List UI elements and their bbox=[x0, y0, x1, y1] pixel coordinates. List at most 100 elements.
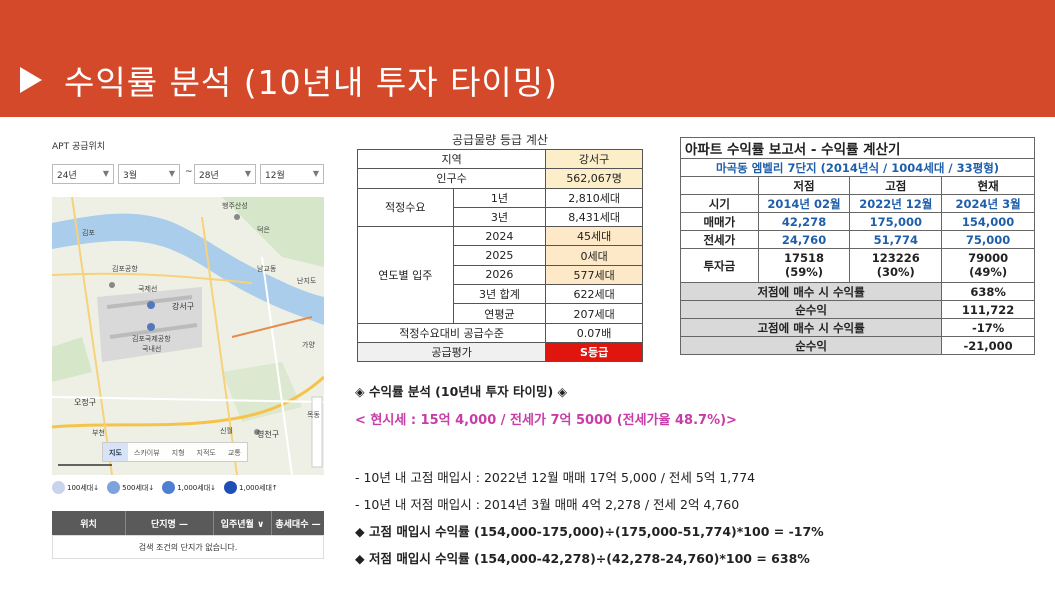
table-cell: 638% bbox=[941, 282, 1035, 301]
table-row: 적정수요대비 공급수준 0.07배 bbox=[356, 322, 643, 343]
legend-label: 1,000세대↑ bbox=[239, 483, 278, 492]
map-label: 덕은 bbox=[257, 225, 270, 234]
end-year-value: 28년 bbox=[199, 171, 219, 181]
report-subtitle: 마곡동 엠벨리 7단지 (2014년식 / 1004세대 / 33평형) bbox=[680, 158, 1035, 177]
legend-item: 1,000세대↓ bbox=[162, 481, 216, 494]
caret-down-icon: ▼ bbox=[312, 169, 319, 178]
table-cell: 순수익 bbox=[679, 300, 943, 319]
legend-label: 100세대↓ bbox=[67, 483, 100, 492]
search-marker-icon bbox=[224, 481, 238, 494]
table-cell: 0세대 bbox=[545, 245, 643, 266]
tab-skyview[interactable]: 스카이뷰 bbox=[133, 449, 160, 457]
map-label: 국내선 bbox=[142, 344, 161, 353]
table-cell: 전세가 bbox=[680, 230, 759, 249]
table-cell: 적정수요대비 공급수준 bbox=[356, 322, 547, 343]
start-month-select[interactable]: 3월 ▼ bbox=[118, 164, 180, 184]
map-view[interactable]: 행주산성 김포 김포공항 국제선 강서구 김포국제공항 국내선 오정구 부천 남… bbox=[52, 197, 324, 475]
map-label: 강서구 bbox=[172, 301, 194, 311]
investment-pct: (30%) bbox=[876, 264, 915, 279]
table-row: 고점에 매수 시 수익률 -17% bbox=[679, 318, 1035, 337]
legend-item: 500세대↓ bbox=[107, 481, 154, 494]
low-point-line: - 10년 내 저점 매입시 : 2014년 3월 매매 4억 2,278 / … bbox=[355, 497, 740, 512]
tab-terrain[interactable]: 지형 bbox=[171, 449, 185, 457]
supply-table-caption: 공급물량 등급 계산 bbox=[452, 133, 548, 147]
map-label: 가양 bbox=[302, 340, 315, 349]
table-row: 마곡동 엠벨리 7단지 (2014년식 / 1004세대 / 33평형) bbox=[680, 158, 1035, 177]
table-cell: 2024 bbox=[452, 226, 547, 247]
table-cell: 123226 (30%) bbox=[849, 248, 943, 283]
report-title: 아파트 수익률 보고서 - 수익률 계산기 bbox=[680, 137, 1035, 159]
slide-title: 수익률 분석 (10년내 투자 타이밍) bbox=[64, 63, 559, 102]
tab-map[interactable]: 지도 bbox=[103, 443, 128, 461]
high-point-line: - 10년 내 고점 매입시 : 2022년 12월 매매 17억 5,000 … bbox=[355, 470, 756, 485]
table-row: 인구수 562,067명 bbox=[356, 168, 643, 189]
end-month-select[interactable]: 12월 ▼ bbox=[260, 164, 324, 184]
table-cell: 2025 bbox=[452, 245, 547, 266]
table-cell: 577세대 bbox=[545, 264, 643, 286]
table-row: 공급평가 S등급 bbox=[356, 341, 643, 363]
map-label: 남교동 bbox=[257, 264, 277, 273]
table-cell: 79000 (49%) bbox=[941, 248, 1035, 283]
table-cell: 17518 (59%) bbox=[757, 248, 851, 283]
table-row: 매매가 42,278 175,000 154,000 bbox=[680, 212, 1035, 231]
table-cell: 적정수요 bbox=[357, 187, 454, 228]
supply-grade-table: 지역 강서구 인구수 562,067명 적정수요 1년 2,810세대 3년 8,431세… bbox=[356, 148, 643, 363]
table-cell bbox=[680, 176, 759, 195]
table-cell: 인구수 bbox=[356, 168, 547, 189]
table-cell: 8,431세대 bbox=[545, 206, 643, 228]
table-cell: 154,000 bbox=[941, 212, 1035, 231]
map-label: 부천 bbox=[92, 428, 105, 437]
investment-value: 123226 bbox=[871, 251, 920, 266]
map-label: 국제선 bbox=[138, 284, 157, 293]
table-row: 2025 0세대 bbox=[358, 245, 643, 266]
col-move-in[interactable]: 입주년월 ∨ bbox=[214, 511, 272, 535]
table-cell: 45세대 bbox=[545, 226, 643, 247]
table-cell: 시기 bbox=[680, 194, 759, 213]
table-cell: 562,067명 bbox=[545, 168, 643, 189]
end-year-select[interactable]: 28년 ▼ bbox=[194, 164, 256, 184]
current-price-line: < 현시세 : 15억 4,000 / 전세가 7억 5000 (전세가율 48… bbox=[355, 413, 737, 428]
caret-down-icon: ▼ bbox=[244, 169, 251, 178]
low-yield-formula: ◆ 저점 매입시 수익률 (154,000-42,278)÷(42,278-24… bbox=[355, 551, 810, 566]
start-month-value: 3월 bbox=[123, 171, 138, 181]
table-cell: -21,000 bbox=[941, 336, 1035, 355]
map-label: 김포 bbox=[82, 229, 95, 237]
map-legend: 100세대↓ 500세대↓ 1,000세대↓ 1,000세대↑ bbox=[52, 481, 278, 494]
table-cell: 지역 bbox=[356, 148, 547, 170]
table-cell: 24,760 bbox=[757, 230, 851, 249]
table-cell: 0.07배 bbox=[545, 322, 643, 343]
map-label: 난지도 bbox=[297, 276, 317, 285]
col-households[interactable]: 총세대수 — bbox=[275, 519, 321, 530]
investment-pct: (49%) bbox=[969, 264, 1008, 279]
col-location[interactable]: 위치 bbox=[52, 511, 126, 535]
legend-item: 100세대↓ bbox=[52, 481, 99, 494]
table-cell: 현재 bbox=[941, 176, 1035, 195]
col-complex-name[interactable]: 단지명 — bbox=[126, 511, 214, 535]
map-label: 김포공항 bbox=[112, 264, 138, 273]
table-cell: 저점에 매수 시 수익률 bbox=[679, 282, 943, 301]
tab-cadastral[interactable]: 지적도 bbox=[196, 449, 216, 457]
start-year-select[interactable]: 24년 ▼ bbox=[52, 164, 114, 184]
list-empty-message: 검색 조건의 단지가 없습니다. bbox=[52, 535, 324, 559]
map-label: 김포국제공항 bbox=[132, 334, 171, 343]
table-cell: 3년 bbox=[452, 206, 547, 228]
table-row: 투자금 17518 (59%) 123226 (30%) 79000 (49%) bbox=[680, 248, 1035, 283]
map-label: 목동 bbox=[307, 411, 320, 419]
play-triangle-icon bbox=[20, 67, 42, 93]
table-row: 순수익 -21,000 bbox=[679, 336, 1035, 355]
apt-supply-map-panel: APT 공급위치 24년 ▼ 3월 ▼ ~ 28년 ▼ 12월 ▼ bbox=[50, 135, 326, 563]
table-row: 연평균 207세대 bbox=[358, 303, 643, 324]
end-month-value: 12월 bbox=[265, 171, 285, 181]
table-cell: 207세대 bbox=[545, 303, 643, 324]
table-cell: 고점 bbox=[849, 176, 943, 195]
table-row: 시기 2014년 02월 2022년 12월 2024년 3월 bbox=[680, 194, 1035, 213]
table-row: 순수익 111,722 bbox=[679, 300, 1035, 319]
search-marker-icon bbox=[52, 481, 65, 494]
table-cell: 연평균 bbox=[452, 303, 547, 324]
map-panel-title: APT 공급위치 bbox=[52, 142, 106, 152]
table-cell: 2014년 02월 bbox=[757, 194, 851, 213]
table-cell: 투자금 bbox=[680, 248, 759, 283]
map-label: 영천구 bbox=[257, 429, 279, 439]
tab-traffic[interactable]: 교통 bbox=[227, 449, 241, 457]
table-cell: 622세대 bbox=[545, 284, 643, 305]
